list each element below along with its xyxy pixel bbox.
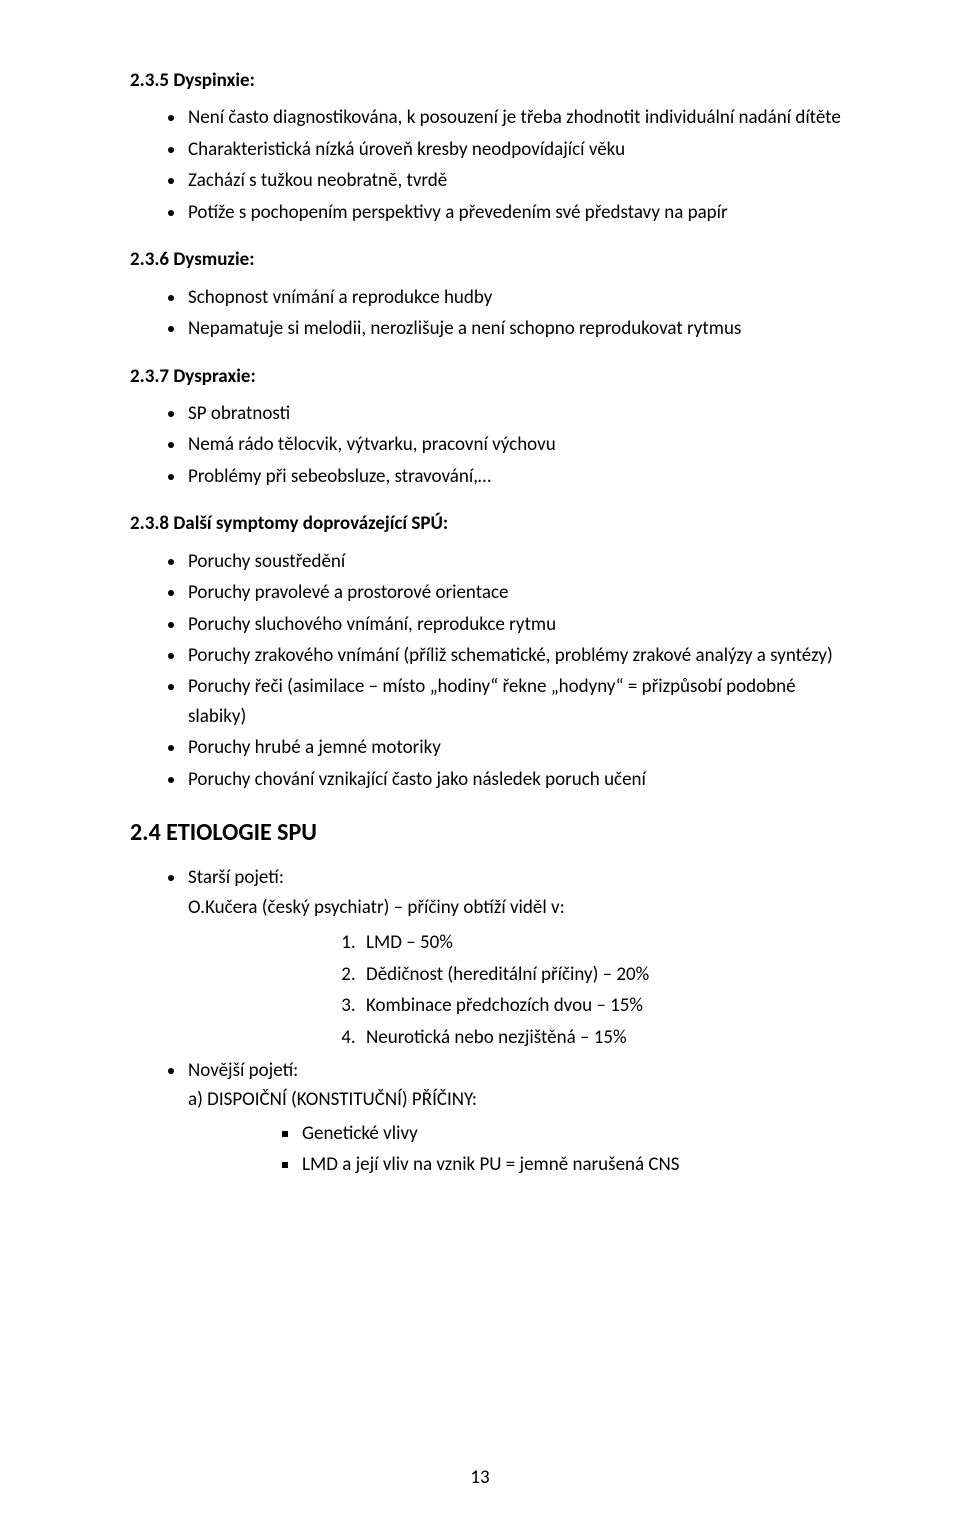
list-item: Poruchy soustředění (186, 547, 850, 576)
num-item: Kombinace předchozích dvou – 15% (360, 991, 850, 1020)
num-item: LMD – 50% (360, 928, 850, 957)
list-item: Poruchy zrakového vnímání (příliž schema… (186, 641, 850, 670)
square-item: Genetické vlivy (300, 1119, 850, 1148)
list-item: Nemá rádo tělocvik, výtvarku, pracovní v… (186, 430, 850, 459)
heading-2-3-8: 2.3.8 Další symptomy doprovázející SPÚ: (130, 509, 850, 538)
list-item: SP obratnosti (186, 399, 850, 428)
list-2-3-7: SP obratnosti Nemá rádo tělocvik, výtvar… (130, 399, 850, 491)
newer-square-list: Genetické vlivy LMD a její vliv na vznik… (130, 1119, 850, 1180)
heading-2-3-5: 2.3.5 Dyspinxie: (130, 66, 850, 95)
document-page: 2.3.5 Dyspinxie: Není často diagnostikov… (0, 0, 960, 1534)
heading-2-3-6: 2.3.6 Dysmuzie: (130, 245, 850, 274)
num-item: Neurotická nebo nezjištěná – 15% (360, 1023, 850, 1052)
heading-2-3-7: 2.3.7 Dyspraxie: (130, 362, 850, 391)
list-2-3-8: Poruchy soustředění Poruchy pravolevé a … (130, 547, 850, 795)
list-item: Poruchy chování vznikající často jako ná… (186, 765, 850, 794)
list-2-3-6: Schopnost vnímání a reprodukce hudby Nep… (130, 283, 850, 344)
list-item: Charakteristická nízká úroveň kresby neo… (186, 135, 850, 164)
page-number: 13 (130, 1463, 830, 1492)
heading-2-4: 2.4 ETIOLOGIE SPU (130, 814, 850, 851)
newer-line: a) DISPOIČNÍ (KONSTITUČNÍ) PŘÍČINY: (188, 1085, 850, 1114)
older-label: Starší pojetí: (188, 866, 284, 889)
older-line: O.Kučera (český psychiatr) – příčiny obt… (188, 893, 850, 922)
list-item: Problémy při sebeobsluze, stravování,… (186, 462, 850, 491)
newer-label: Novější pojetí: (188, 1059, 298, 1082)
older-num-list: LMD – 50% Dědičnost (hereditální příčiny… (130, 928, 850, 1052)
square-item: LMD a její vliv na vznik PU = jemně naru… (300, 1150, 850, 1179)
list-item-older: Starší pojetí: O.Kučera (český psychiatr… (186, 863, 850, 922)
num-item: Dědičnost (hereditální příčiny) – 20% (360, 960, 850, 989)
list-item: Poruchy sluchového vnímání, reprodukce r… (186, 610, 850, 639)
list-item: Nepamatuje si melodii, nerozlišuje a nen… (186, 314, 850, 343)
list-item-newer: Novější pojetí: a) DISPOIČNÍ (KONSTITUČN… (186, 1056, 850, 1115)
list-2-3-5: Není často diagnostikována, k posouzení … (130, 103, 850, 227)
list-2-4: Starší pojetí: O.Kučera (český psychiatr… (130, 863, 850, 922)
list-item: Není často diagnostikována, k posouzení … (186, 103, 850, 132)
list-item: Zachází s tužkou neobratně, tvrdě (186, 166, 850, 195)
list-item: Poruchy pravolevé a prostorové orientace (186, 578, 850, 607)
list-item: Poruchy řeči (asimilace – místo „hodiny“… (186, 672, 850, 731)
list-2-4b: Novější pojetí: a) DISPOIČNÍ (KONSTITUČN… (130, 1056, 850, 1115)
list-item: Poruchy hrubé a jemné motoriky (186, 733, 850, 762)
list-item: Schopnost vnímání a reprodukce hudby (186, 283, 850, 312)
list-item: Potíže s pochopením perspektivy a převed… (186, 198, 850, 227)
